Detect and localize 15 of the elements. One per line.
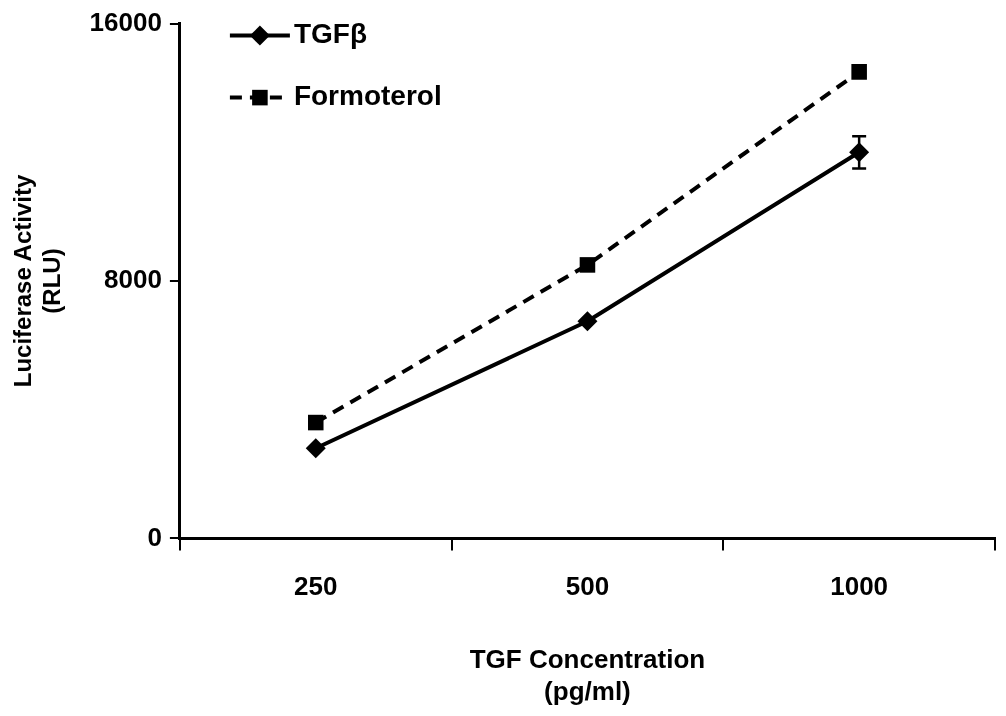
y-axis-title: Luciferase Activity (RLU) bbox=[9, 174, 65, 388]
x-tick-label: 500 bbox=[565, 571, 610, 602]
x-tick-label: 1000 bbox=[830, 571, 889, 602]
point bbox=[579, 257, 596, 273]
legend-label: Formoterol bbox=[293, 80, 442, 112]
point bbox=[851, 64, 867, 80]
y-tick-label: 8000 bbox=[104, 264, 162, 295]
point bbox=[305, 438, 326, 459]
y-tick-label: 16000 bbox=[89, 6, 162, 37]
point bbox=[307, 414, 324, 431]
point bbox=[577, 311, 598, 332]
x-tick-label: 250 bbox=[294, 571, 338, 602]
legend-label: TGFβ bbox=[293, 18, 367, 50]
x-axis-title: TGF Concentration (pg/ml) bbox=[469, 644, 706, 706]
y-tick-label: 0 bbox=[147, 521, 162, 552]
